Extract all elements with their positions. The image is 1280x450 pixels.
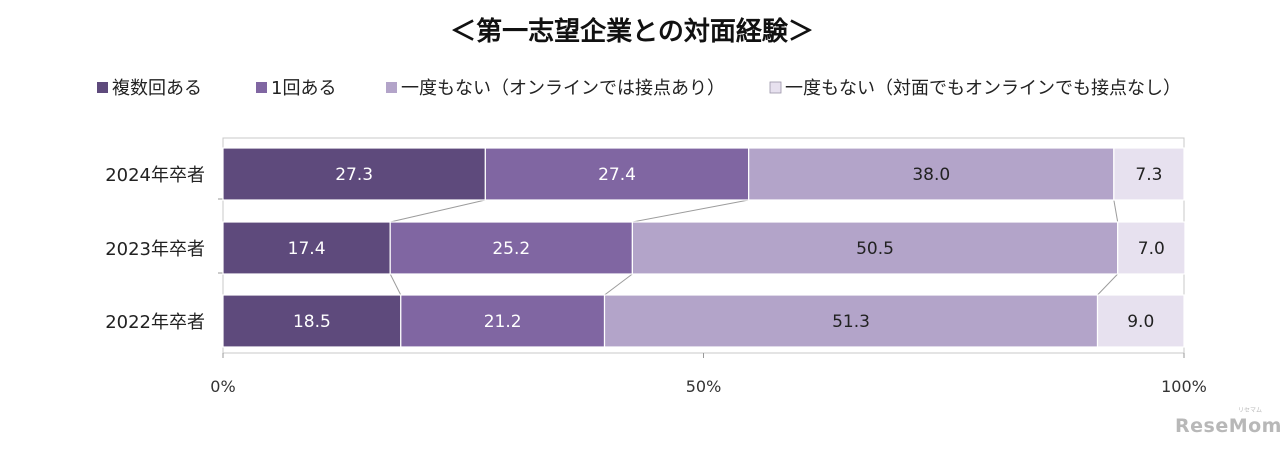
data-label: 25.2 bbox=[492, 239, 530, 259]
bar-segment-3 bbox=[748, 147, 1115, 201]
category-label: 2024年卒者 bbox=[105, 165, 205, 186]
bar-segment-4 bbox=[1113, 147, 1185, 201]
series-connector-line bbox=[389, 273, 402, 296]
data-label: 7.3 bbox=[1135, 165, 1162, 185]
data-label: 18.5 bbox=[293, 312, 331, 332]
bar-segment-4 bbox=[1096, 294, 1185, 348]
data-label: 51.3 bbox=[832, 312, 870, 332]
bar-segment-1 bbox=[222, 147, 486, 201]
series-connector-line bbox=[1097, 273, 1119, 296]
series-connector-line bbox=[604, 273, 633, 296]
bar-segment-2 bbox=[389, 221, 633, 275]
legend-item-3: 一度もない（オンラインでは接点あり） bbox=[386, 78, 725, 99]
bar-segment-4 bbox=[1117, 221, 1186, 275]
data-label: 7.0 bbox=[1138, 239, 1165, 259]
legend-label: 一度もない（オンラインでは接点あり） bbox=[401, 78, 725, 99]
legend-item-4: 一度もない（対面でもオンラインでも接点なし） bbox=[769, 78, 1181, 99]
x-tick-label: 0% bbox=[210, 377, 235, 396]
bar-row-3: 18.5 21.2 51.3 9.0 bbox=[222, 294, 1185, 348]
legend-label: 1回ある bbox=[271, 78, 336, 99]
brand-logo-small-text: リセマム bbox=[1238, 407, 1262, 414]
legend-item-2: 1回ある bbox=[256, 78, 336, 99]
legend-swatch bbox=[769, 81, 782, 94]
bar-row-2: 17.4 25.2 50.5 7.0 bbox=[222, 221, 1186, 275]
bar-segment-1 bbox=[222, 221, 391, 275]
plot-area: 27.3 27.4 38.0 7.3 2024年卒者 17.4 25.2 50.5 7.0 202… bbox=[105, 137, 1207, 396]
data-label: 50.5 bbox=[856, 239, 894, 259]
bar-segment-1 bbox=[222, 294, 402, 348]
chart-title: ＜第一志望企業との対面経験＞ bbox=[450, 16, 814, 47]
legend-item-1: 複数回ある bbox=[97, 78, 202, 99]
data-label: 17.4 bbox=[288, 239, 326, 259]
legend-swatch bbox=[256, 82, 267, 93]
series-connector-line bbox=[1113, 199, 1119, 223]
data-label: 21.2 bbox=[484, 312, 522, 332]
resemom-logo: ReseMom リセマム bbox=[1175, 407, 1280, 437]
bar-row-1: 27.3 27.4 38.0 7.3 bbox=[222, 147, 1185, 201]
brand-logo-text: ReseMom bbox=[1175, 415, 1280, 437]
category-label: 2022年卒者 bbox=[105, 312, 205, 333]
bar-segment-3 bbox=[603, 294, 1099, 348]
data-label: 9.0 bbox=[1127, 312, 1154, 332]
series-connector-line bbox=[390, 199, 486, 223]
legend-swatch bbox=[97, 82, 108, 93]
category-label: 2023年卒者 bbox=[105, 239, 205, 260]
x-tick-label: 50% bbox=[686, 377, 722, 396]
chart-legend: 複数回ある 1回ある 一度もない（オンラインでは接点あり） 一度もない（対面でもオンラ… bbox=[97, 78, 1181, 99]
data-label: 27.3 bbox=[335, 165, 373, 185]
data-label: 27.4 bbox=[598, 165, 636, 185]
legend-label: 一度もない（対面でもオンラインでも接点なし） bbox=[785, 78, 1181, 99]
series-connector-line bbox=[632, 199, 749, 223]
legend-swatch bbox=[386, 82, 397, 93]
legend-label: 複数回ある bbox=[112, 78, 202, 99]
data-label: 38.0 bbox=[912, 165, 950, 185]
bar-segment-3 bbox=[631, 221, 1119, 275]
x-tick-label: 100% bbox=[1161, 377, 1207, 396]
